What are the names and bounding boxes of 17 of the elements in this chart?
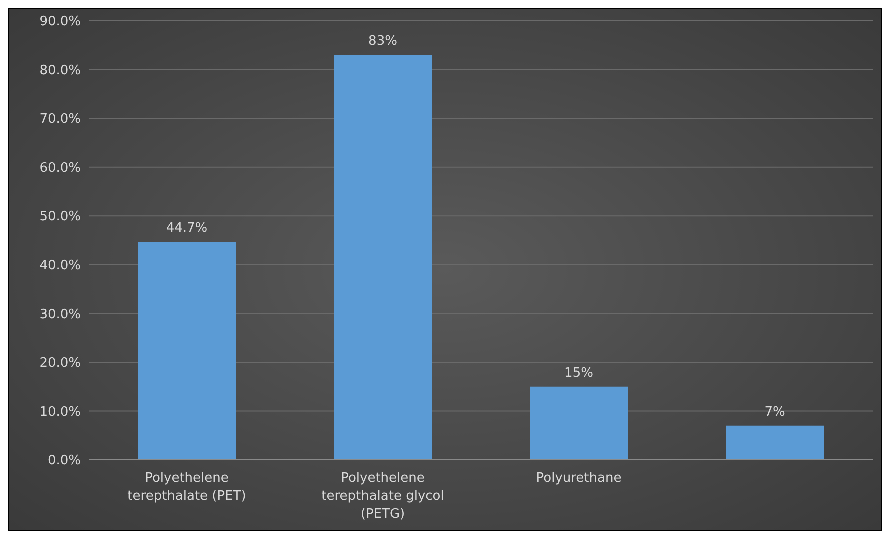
x-tick-label: Polyethelene terepthalate (PET) — [128, 471, 246, 504]
data-label: 83% — [368, 34, 398, 50]
y-tick-label: 20.0% — [40, 356, 81, 372]
data-label: 7% — [764, 404, 786, 420]
y-tick-label: 50.0% — [40, 210, 81, 225]
y-tick-label: 0.0% — [48, 454, 81, 469]
data-label: 44.7% — [166, 220, 208, 236]
y-tick-label: 40.0% — [40, 258, 81, 274]
y-tick-label: 70.0% — [40, 112, 81, 128]
y-tick-label: 60.0% — [40, 160, 81, 176]
y-tick-label: 30.0% — [40, 307, 81, 322]
y-tick-label: 10.0% — [40, 404, 81, 420]
y-tick-label: 80.0% — [40, 63, 81, 78]
data-label: 15% — [564, 366, 594, 381]
x-tick-label: Polyethelene terepthalate glycol (PETG) — [322, 471, 444, 522]
x-tick-label: Polyurethane — [536, 471, 622, 486]
y-tick-label: 90.0% — [40, 14, 81, 30]
